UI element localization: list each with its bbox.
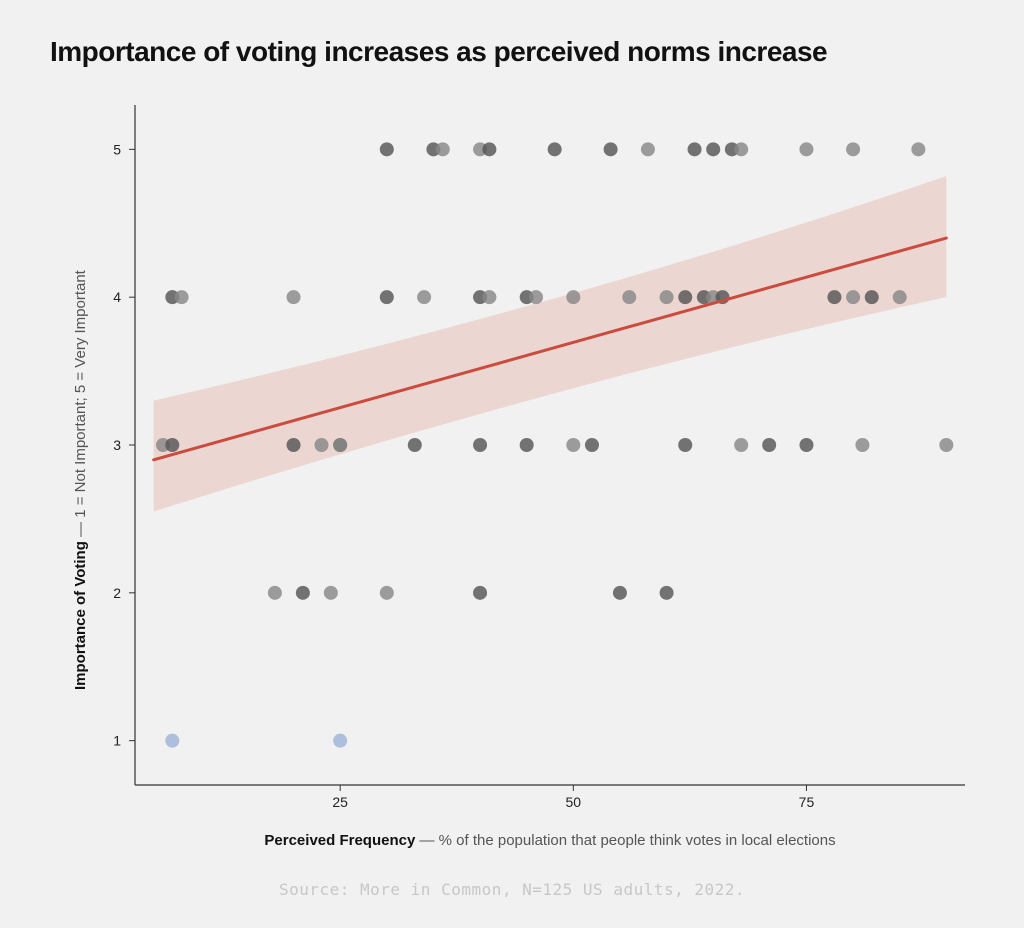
data-point <box>641 142 655 156</box>
chart-container: Importance of voting increases as percei… <box>0 0 1024 928</box>
data-point <box>566 438 580 452</box>
data-point <box>846 290 860 304</box>
x-tick-label: 25 <box>332 794 348 810</box>
data-point <box>175 290 189 304</box>
data-point <box>734 438 748 452</box>
data-point <box>613 586 627 600</box>
data-point <box>660 586 674 600</box>
data-point <box>911 142 925 156</box>
data-point <box>380 142 394 156</box>
y-tick-label: 2 <box>113 585 121 601</box>
y-tick-label: 5 <box>113 141 121 157</box>
data-point <box>529 290 543 304</box>
data-point <box>799 438 813 452</box>
data-point <box>380 586 394 600</box>
data-point <box>604 142 618 156</box>
data-point <box>315 438 329 452</box>
scatter-plot: 1 2 3 4 5 25 50 75 <box>0 0 1024 928</box>
y-tick-label: 4 <box>113 289 121 305</box>
data-point <box>688 142 702 156</box>
data-point <box>436 142 450 156</box>
data-point <box>165 438 179 452</box>
data-point <box>380 290 394 304</box>
data-point <box>678 290 692 304</box>
data-point <box>268 586 282 600</box>
data-point <box>165 734 179 748</box>
data-point <box>939 438 953 452</box>
data-point <box>734 142 748 156</box>
data-point <box>893 290 907 304</box>
data-point <box>287 290 301 304</box>
confidence-band <box>154 176 947 512</box>
data-point <box>678 438 692 452</box>
data-point <box>473 438 487 452</box>
data-point <box>548 142 562 156</box>
data-point <box>324 586 338 600</box>
data-point <box>622 290 636 304</box>
data-point <box>585 438 599 452</box>
y-tick-label: 1 <box>113 733 121 749</box>
data-point <box>482 290 496 304</box>
data-point <box>660 290 674 304</box>
data-point <box>706 142 720 156</box>
data-point <box>799 142 813 156</box>
x-tick-label: 50 <box>566 794 582 810</box>
data-point <box>473 586 487 600</box>
data-point <box>417 290 431 304</box>
data-point <box>855 438 869 452</box>
data-point <box>333 438 347 452</box>
y-tick-label: 3 <box>113 437 121 453</box>
x-tick-label: 75 <box>799 794 815 810</box>
data-point <box>865 290 879 304</box>
data-point <box>296 586 310 600</box>
regression-line <box>154 238 947 460</box>
data-point <box>827 290 841 304</box>
data-point <box>520 438 534 452</box>
data-point <box>287 438 301 452</box>
data-point <box>482 142 496 156</box>
data-point <box>333 734 347 748</box>
data-point <box>846 142 860 156</box>
data-point <box>762 438 776 452</box>
data-point <box>566 290 580 304</box>
data-point <box>408 438 422 452</box>
